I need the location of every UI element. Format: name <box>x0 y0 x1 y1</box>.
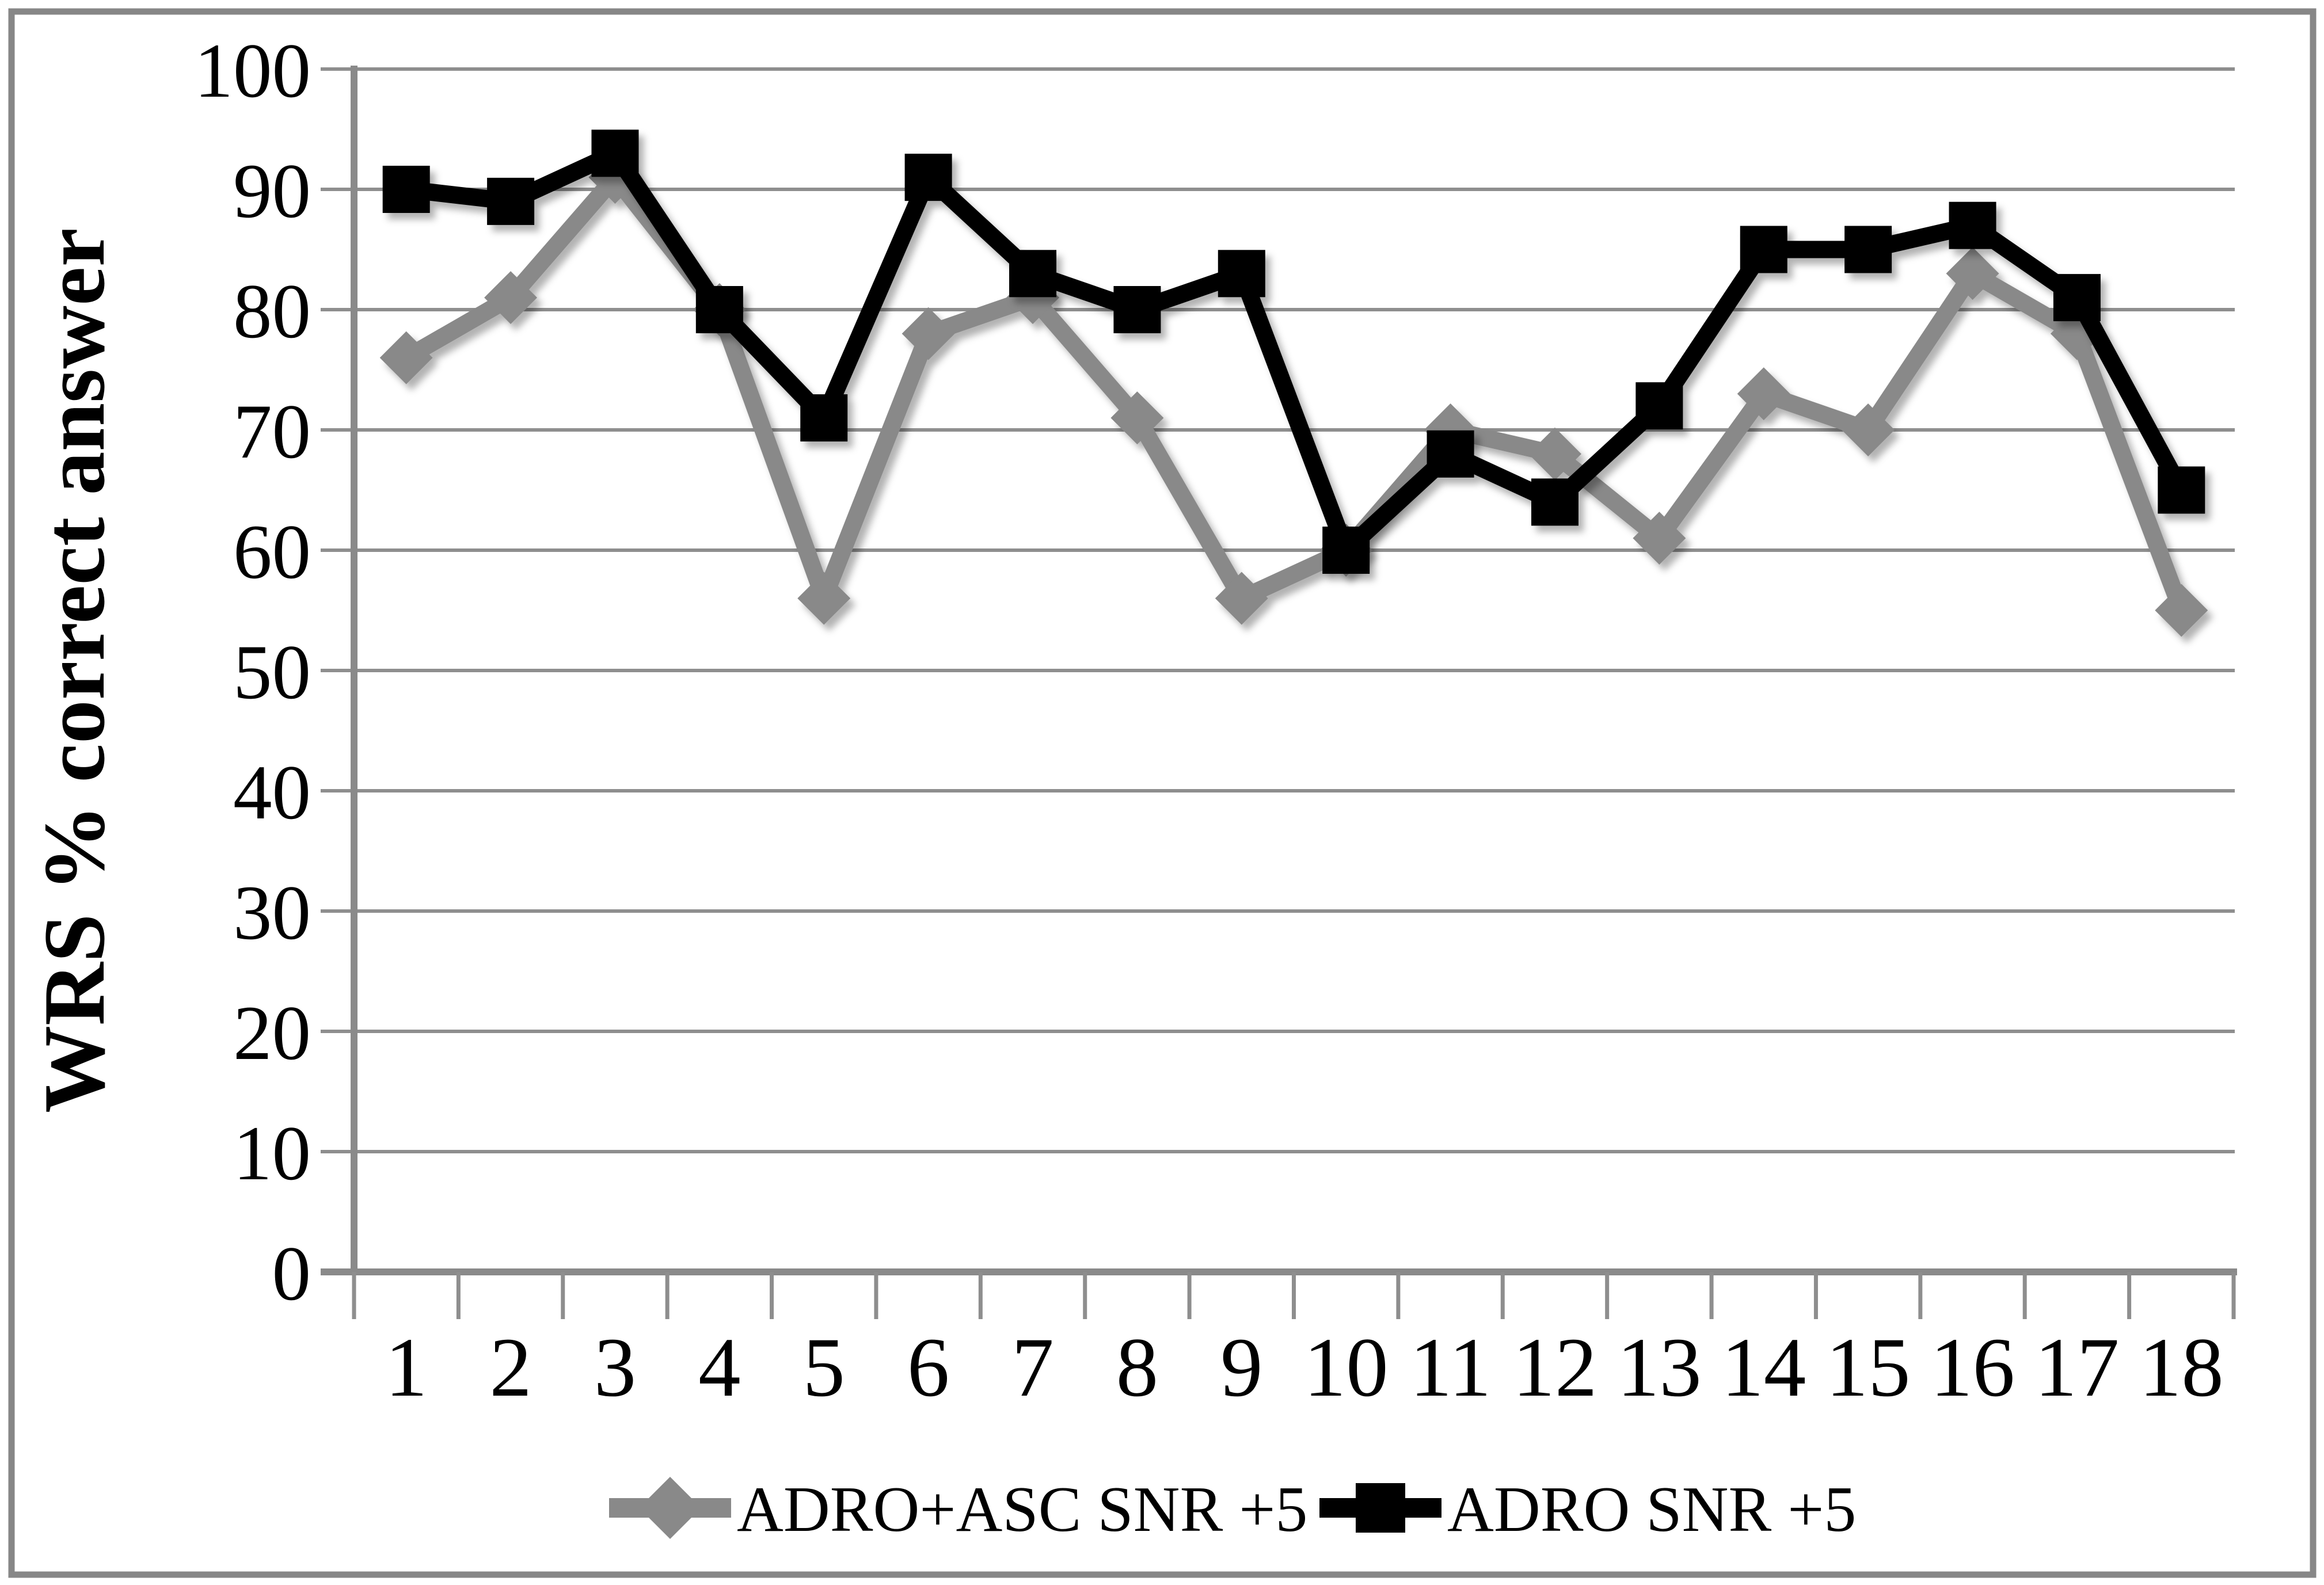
data-point-square <box>904 154 952 201</box>
data-point-diamond <box>1842 403 1895 456</box>
x-tick-label: 18 <box>2139 1320 2224 1414</box>
y-tick-label: 80 <box>233 269 311 355</box>
x-tick-label: 4 <box>698 1320 741 1414</box>
data-point-diamond <box>902 307 955 360</box>
data-point-square <box>1531 478 1579 526</box>
x-tick-label: 7 <box>1011 1320 1054 1414</box>
data-point-square <box>382 166 430 213</box>
data-point-diamond <box>379 331 433 384</box>
x-tick-label: 12 <box>1512 1320 1597 1414</box>
data-point-diamond <box>797 571 851 625</box>
data-point-square <box>1113 286 1161 333</box>
y-tick-label: 10 <box>233 1111 311 1197</box>
legend-label-adro-asc: ADRO+ASC SNR +5 <box>737 1474 1307 1545</box>
y-tick-labels: 0 10 20 30 40 50 60 70 80 90 100 <box>195 28 311 1317</box>
series-layer <box>379 129 2208 637</box>
x-tick-label: 1 <box>385 1320 428 1414</box>
y-tick-label: 50 <box>233 630 311 715</box>
data-point-diamond <box>1110 391 1164 445</box>
x-tick-label: 8 <box>1116 1320 1159 1414</box>
y-tick-label: 60 <box>233 509 311 595</box>
x-tick-label: 16 <box>1930 1320 2015 1414</box>
data-point-diamond <box>1946 247 1999 300</box>
y-tick-label: 0 <box>272 1231 311 1317</box>
data-point-diamond <box>2155 584 2208 637</box>
legend: ADRO+ASC SNR +5 ADRO SNR +5 <box>609 1474 1856 1545</box>
data-point-square <box>2158 466 2205 514</box>
x-tick-label: 6 <box>907 1320 950 1414</box>
data-point-square <box>1635 382 1683 430</box>
y-tick-label: 40 <box>233 750 311 836</box>
data-point-diamond <box>1528 427 1581 481</box>
figure-border <box>8 8 2317 1578</box>
y-tick-label: 100 <box>195 28 311 114</box>
x-tick-label: 10 <box>1304 1320 1389 1414</box>
gridlines <box>321 67 2235 1153</box>
data-point-square <box>1009 250 1057 298</box>
y-tick-label: 70 <box>233 389 311 475</box>
data-point-square <box>487 177 535 225</box>
x-tick-label: 17 <box>2034 1320 2119 1414</box>
legend-diamond-icon <box>639 1477 701 1539</box>
x-tick-label: 3 <box>594 1320 637 1414</box>
x-tick-labels: 1 2 3 4 5 6 7 8 9 10 11 12 13 14 15 16 17 18 <box>385 1320 2224 1414</box>
legend-label-adro: ADRO SNR +5 <box>1447 1474 1856 1545</box>
y-tick-label: 20 <box>233 990 311 1076</box>
data-point-square <box>800 394 848 442</box>
x-tick-label: 2 <box>489 1320 532 1414</box>
data-point-square <box>1949 201 1996 249</box>
data-point-square <box>695 286 743 333</box>
x-tick-label: 15 <box>1826 1320 1911 1414</box>
y-axis-title: WRS % correct answer <box>26 228 123 1113</box>
data-point-diamond <box>1633 512 1686 565</box>
data-point-square <box>1218 250 1265 298</box>
x-tick-label: 13 <box>1617 1320 1702 1414</box>
data-point-square <box>591 129 639 177</box>
x-tick-label: 14 <box>1721 1320 1806 1414</box>
axes <box>321 66 2237 1319</box>
data-point-square <box>1427 430 1474 478</box>
x-tick-label: 5 <box>803 1320 846 1414</box>
data-point-square <box>1322 527 1370 574</box>
y-tick-label: 30 <box>233 870 311 956</box>
data-point-diamond <box>1215 571 1268 625</box>
data-point-square <box>1844 226 1892 273</box>
data-point-square <box>1740 226 1787 273</box>
data-point-square <box>2053 274 2101 322</box>
series-adro-snr-5 <box>382 129 2205 574</box>
data-point-diamond <box>1737 367 1790 421</box>
data-point-diamond <box>484 271 538 325</box>
y-tick-label: 90 <box>233 148 311 234</box>
x-tick-label: 11 <box>1410 1320 1492 1414</box>
legend-square-icon <box>1356 1483 1405 1533</box>
x-tick-label: 9 <box>1220 1320 1263 1414</box>
